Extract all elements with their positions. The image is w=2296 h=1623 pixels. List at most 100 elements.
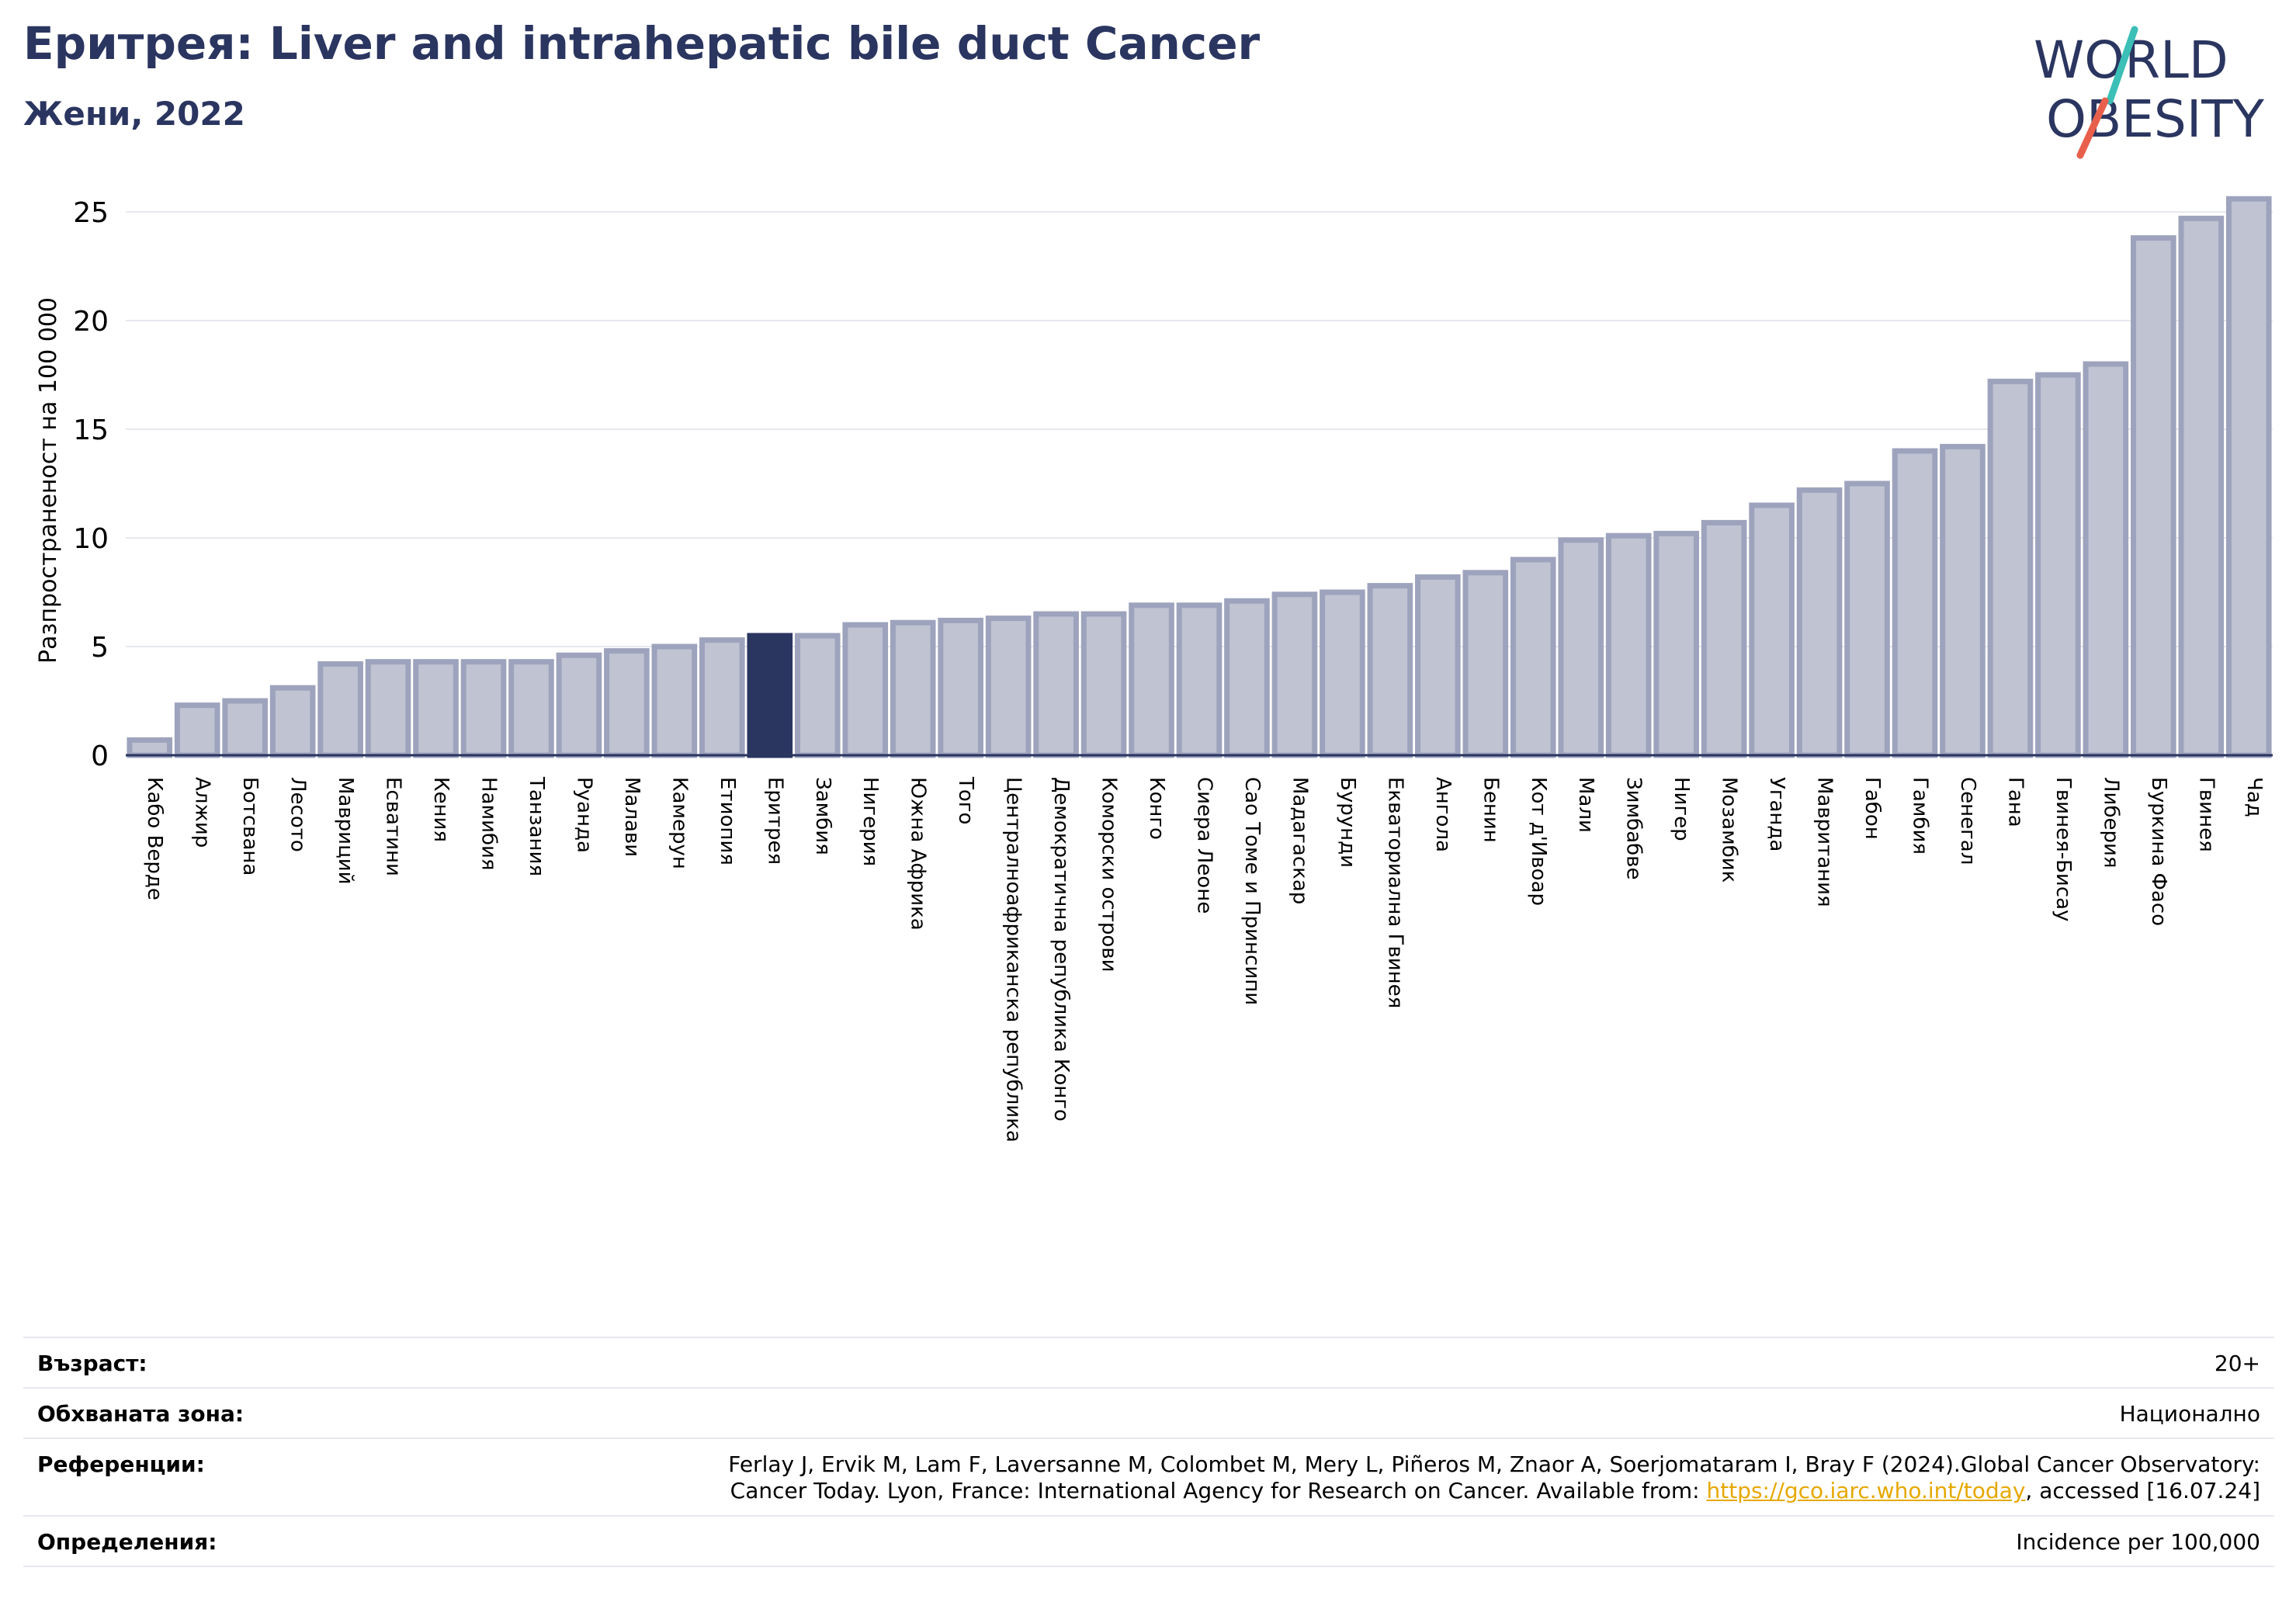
bar: [794, 633, 841, 758]
x-tick-label: Зимбабве: [1622, 777, 1646, 880]
x-tick-label: Кабо Верде: [143, 777, 166, 900]
bar: [1510, 557, 1556, 758]
x-tick-label: Гвинея: [2194, 777, 2218, 852]
x-tick-label: Намибия: [477, 777, 501, 871]
x-tick-label: Нигер: [1670, 777, 1693, 841]
bar: [365, 659, 411, 758]
age-label: Възраст:: [37, 1351, 147, 1376]
bar: [174, 702, 220, 758]
bar: [1796, 487, 1843, 758]
x-tick-label: Руанда: [572, 777, 595, 853]
bar: [2035, 372, 2081, 758]
info-row-definitions: Определения: Incidence per 100,000: [23, 1515, 2274, 1567]
definitions-value: Incidence per 100,000: [2016, 1529, 2260, 1555]
x-tick-label: Малави: [620, 777, 643, 857]
bar: [938, 617, 983, 758]
bar: [413, 659, 459, 758]
y-tick-label: 0: [91, 740, 109, 772]
world-obesity-logo: WORLD OBESITY: [2034, 26, 2265, 159]
reference-accessed: , accessed [16.07.24]: [2025, 1478, 2260, 1503]
logo-slash-teal: [2106, 26, 2138, 105]
bar: [604, 648, 650, 758]
x-tick-label: Либерия: [2099, 777, 2122, 869]
x-tick-label: Танзания: [525, 776, 548, 876]
x-tick-label: Коморски острови: [1098, 777, 1121, 973]
x-tick-label: Гамбия: [1909, 777, 1932, 855]
bar: [1367, 583, 1413, 758]
y-tick-label: 15: [73, 414, 109, 446]
x-tick-label: Нигерия: [858, 777, 882, 866]
bar: [890, 619, 936, 758]
reference-line-2: Cancer Today. Lyon, France: Internationa…: [728, 1478, 2260, 1504]
bars: [127, 196, 2272, 758]
x-tick-label: Гана: [2003, 777, 2027, 827]
y-tick-label: 20: [73, 306, 109, 338]
x-tick-label: Ангола: [1431, 777, 1455, 852]
bar: [1080, 611, 1127, 758]
x-tick-label: Мадагаскар: [1288, 777, 1311, 904]
info-table: Възраст: 20+ Обхваната зона: Национално …: [23, 1337, 2274, 1567]
bar: [1701, 519, 1747, 758]
x-tick-label: Южна Африка: [907, 777, 930, 931]
bar: [1271, 591, 1318, 758]
x-tick-label: Ботсвана: [238, 777, 262, 876]
x-tick-label: Бурунди: [1336, 777, 1359, 868]
info-row-area: Обхваната зона: Национално: [23, 1387, 2274, 1437]
bar: [508, 659, 554, 758]
bar: [127, 737, 173, 758]
reference-line-1: Ferlay J, Ervik M, Lam F, Laversanne M, …: [728, 1451, 2260, 1477]
bar: [1415, 574, 1461, 758]
x-axis-labels: Кабо Верде Алжир Ботсвана Лесото Мавриций Есв…: [143, 776, 2266, 1143]
bar: [699, 637, 745, 758]
bar: [1940, 443, 1986, 758]
x-tick-label: Мозамбик: [1718, 777, 1741, 883]
references-value: Ferlay J, Ervik M, Lam F, Laversanne M, …: [728, 1451, 2260, 1504]
bar: [556, 652, 602, 758]
references-label: Референции:: [37, 1451, 205, 1477]
y-axis-ticks: 0 5 10 15 20 25: [73, 197, 109, 772]
x-tick-label: Камерун: [668, 777, 691, 869]
x-tick-label: Кения: [429, 777, 453, 842]
logo-slash-red: [2076, 97, 2109, 159]
bar: [842, 622, 889, 758]
x-tick-label: Уганда: [1765, 777, 1788, 851]
bar: [1605, 532, 1652, 758]
x-tick-label: Лесото: [286, 777, 310, 852]
x-tick-label: Бенин: [1479, 777, 1502, 843]
bar: [1892, 448, 1938, 758]
bar: [2225, 196, 2272, 758]
x-tick-label: Того: [954, 776, 977, 824]
bar: [1033, 611, 1079, 758]
bar: [1320, 589, 1365, 758]
logo-line2: OBESITY: [2046, 89, 2265, 149]
x-tick-label: Чад: [2242, 777, 2266, 817]
bar: [222, 698, 268, 758]
x-tick-label: Конго: [1145, 777, 1168, 840]
bar: [2131, 235, 2176, 758]
reference-text: Cancer Today. Lyon, France: Internationa…: [730, 1478, 1707, 1503]
bar: [460, 659, 507, 758]
y-tick-label: 5: [91, 632, 109, 664]
x-tick-label: Буркина Фасо: [2147, 777, 2170, 926]
bar: [651, 643, 698, 758]
x-tick-label: Мавриций: [334, 777, 357, 885]
bar: [1987, 378, 2034, 758]
x-tick-label: Габон: [1861, 777, 1884, 840]
x-tick-label: Мали: [1574, 777, 1597, 833]
info-row-references: Референции: Ferlay J, Ervik M, Lam F, La…: [23, 1437, 2274, 1515]
area-value: Национално: [2119, 1401, 2260, 1427]
area-label: Обхваната зона:: [37, 1401, 245, 1427]
bar: [2083, 361, 2129, 758]
x-tick-label: Кот д'Ивоар: [1527, 777, 1550, 906]
bar: [1844, 480, 1890, 758]
reference-link[interactable]: https://gco.iarc.who.int/today: [1706, 1478, 2026, 1503]
x-tick-label: Есватини: [382, 777, 405, 876]
x-tick-label: Еритрея: [763, 777, 786, 865]
bar: [269, 685, 316, 758]
x-tick-label: Сиера Леоне: [1193, 777, 1216, 914]
definitions-label: Определения:: [37, 1529, 217, 1555]
bar-highlighted: [747, 633, 793, 758]
bar: [1558, 537, 1604, 758]
bar: [1462, 570, 1509, 758]
bar: [2178, 215, 2225, 758]
